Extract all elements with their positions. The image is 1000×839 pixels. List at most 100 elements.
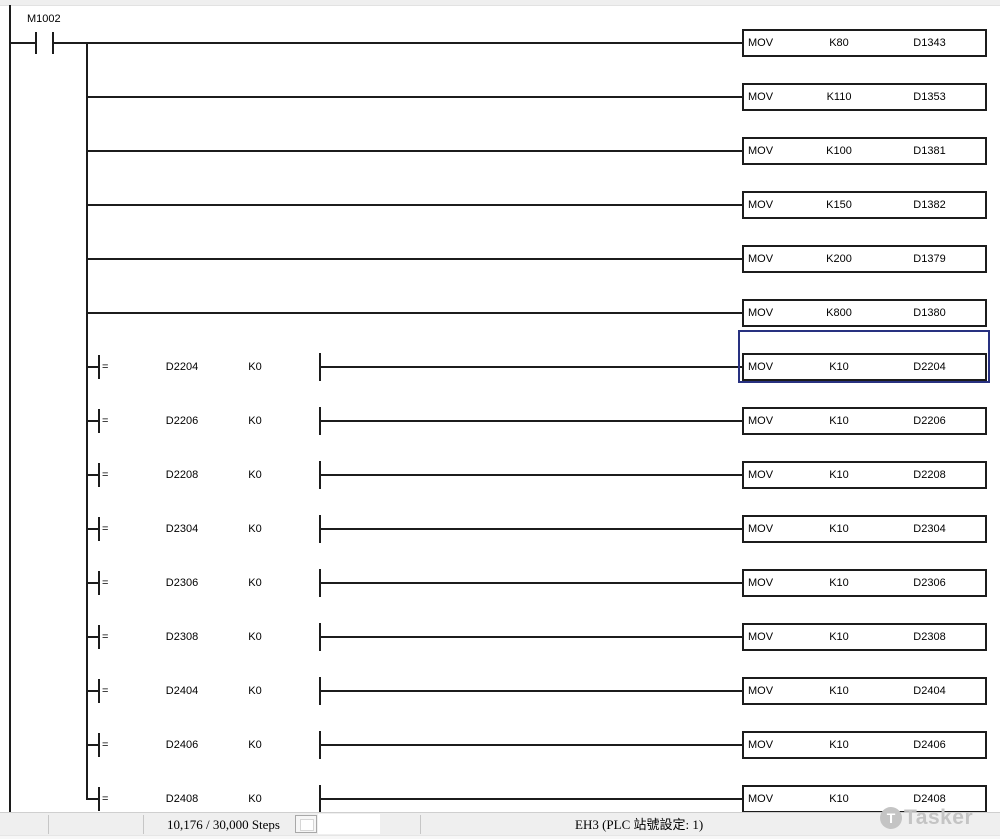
mov-destination-operand: D2408 <box>913 793 946 805</box>
mov-instruction-box[interactable]: MOV K110 D1353 <box>742 83 987 111</box>
mov-source-operand: K150 <box>826 199 852 211</box>
compare-operand1-label: D2206 <box>165 415 199 427</box>
mov-instruction-box[interactable]: MOV K10 D2204 <box>742 353 987 381</box>
compare-operand1-label: D2404 <box>165 685 199 697</box>
mov-instruction-box[interactable]: MOV K10 D2206 <box>742 407 987 435</box>
rung-wire <box>86 636 98 638</box>
tasker-logo-icon: T <box>880 807 902 829</box>
rung-wire <box>86 150 742 152</box>
compare-contact-right-bar[interactable] <box>319 785 321 813</box>
mov-source-operand: K100 <box>826 145 852 157</box>
mov-source-operand: K80 <box>829 37 849 49</box>
compare-contact-right-bar[interactable] <box>319 623 321 651</box>
compare-operator-label: = <box>102 685 109 697</box>
mov-destination-operand: D1382 <box>913 199 946 211</box>
mov-instruction-box[interactable]: MOV K10 D2308 <box>742 623 987 651</box>
mov-instruction-box[interactable]: MOV K800 D1380 <box>742 299 987 327</box>
mov-instruction-box[interactable]: MOV K80 D1343 <box>742 29 987 57</box>
compare-contact-left-bar[interactable] <box>98 571 100 595</box>
mov-source-operand: K10 <box>829 577 849 589</box>
mov-source-operand: K10 <box>829 793 849 805</box>
compare-contact-right-bar[interactable] <box>319 677 321 705</box>
mov-mnemonic: MOV <box>748 37 774 49</box>
mov-mnemonic: MOV <box>748 523 774 535</box>
mov-destination-operand: D2304 <box>913 523 946 535</box>
mov-mnemonic: MOV <box>748 361 774 373</box>
mov-instruction-box[interactable]: MOV K10 D2208 <box>742 461 987 489</box>
contact-open-right-bar[interactable] <box>52 32 54 54</box>
mov-source-operand: K10 <box>829 361 849 373</box>
contact-label: M1002 <box>27 13 61 25</box>
compare-operator-label: = <box>102 469 109 481</box>
tasker-watermark-label: Tasker <box>904 806 974 829</box>
mov-mnemonic: MOV <box>748 577 774 589</box>
mov-destination-operand: D2204 <box>913 361 946 373</box>
compare-operator-label: = <box>102 739 109 751</box>
compare-operand1-label: D2208 <box>165 469 199 481</box>
mov-source-operand: K10 <box>829 523 849 535</box>
rung-wire <box>86 474 98 476</box>
compare-contact-left-bar[interactable] <box>98 679 100 703</box>
rung-wire <box>86 258 742 260</box>
left-power-rail <box>9 5 11 812</box>
rung-wire <box>321 744 742 746</box>
mov-destination-operand: D1353 <box>913 91 946 103</box>
compare-contact-left-bar[interactable] <box>98 733 100 757</box>
rung-wire <box>86 744 98 746</box>
rung-wire <box>86 96 742 98</box>
compare-operand2-label: K0 <box>248 793 262 805</box>
compare-contact-right-bar[interactable] <box>319 353 321 381</box>
mov-instruction-box[interactable]: MOV K10 D2404 <box>742 677 987 705</box>
rung-wire <box>86 204 742 206</box>
mov-instruction-box[interactable]: MOV K150 D1382 <box>742 191 987 219</box>
mov-destination-operand: D2306 <box>913 577 946 589</box>
mov-destination-operand: D1379 <box>913 253 946 265</box>
compare-contact-left-bar[interactable] <box>98 625 100 649</box>
mov-mnemonic: MOV <box>748 793 774 805</box>
mov-destination-operand: D1343 <box>913 37 946 49</box>
compare-contact-left-bar[interactable] <box>98 787 100 811</box>
compare-contact-right-bar[interactable] <box>319 407 321 435</box>
rung-wire <box>86 690 98 692</box>
compare-operand1-label: D2406 <box>165 739 199 751</box>
steps-counter: 10,176 / 30,000 Steps <box>166 817 280 832</box>
mov-destination-operand: D2404 <box>913 685 946 697</box>
mov-instruction-box[interactable]: MOV K10 D2406 <box>742 731 987 759</box>
compare-operand1-label: D2408 <box>165 793 199 805</box>
mov-instruction-box[interactable]: MOV K10 D2306 <box>742 569 987 597</box>
mov-mnemonic: MOV <box>748 91 774 103</box>
status-divider <box>143 815 144 834</box>
compare-operand2-label: K0 <box>248 523 262 535</box>
mov-mnemonic: MOV <box>748 685 774 697</box>
contact-open-left-bar[interactable] <box>35 32 37 54</box>
compare-contact-left-bar[interactable] <box>98 463 100 487</box>
compare-operand1-label: D2304 <box>165 523 199 535</box>
compare-contact-left-bar[interactable] <box>98 517 100 541</box>
mov-source-operand: K110 <box>826 91 852 103</box>
top-window-strip <box>0 0 1000 6</box>
mov-destination-operand: D2208 <box>913 469 946 481</box>
rung-wire <box>321 690 742 692</box>
selection-cursor[interactable] <box>738 330 990 383</box>
compare-contact-right-bar[interactable] <box>319 731 321 759</box>
compare-contact-right-bar[interactable] <box>319 569 321 597</box>
compare-contact-right-bar[interactable] <box>319 515 321 543</box>
mov-source-operand: K10 <box>829 631 849 643</box>
compare-contact-right-bar[interactable] <box>319 461 321 489</box>
compare-operand1-label: D2308 <box>165 631 199 643</box>
rung-wire <box>321 420 742 422</box>
compare-contact-left-bar[interactable] <box>98 355 100 379</box>
mov-destination-operand: D1380 <box>913 307 946 319</box>
mov-instruction-box[interactable]: MOV K200 D1379 <box>742 245 987 273</box>
mov-instruction-box[interactable]: MOV K10 D2304 <box>742 515 987 543</box>
compare-contact-left-bar[interactable] <box>98 409 100 433</box>
rung-wire <box>86 528 98 530</box>
status-mini-button[interactable] <box>295 815 317 833</box>
mov-instruction-box[interactable]: MOV K100 D1381 <box>742 137 987 165</box>
status-divider <box>48 815 49 834</box>
compare-operand1-label: D2204 <box>165 361 199 373</box>
plc-model-label: EH3 (PLC 站號設定: 1) <box>575 817 704 832</box>
mov-destination-operand: D2406 <box>913 739 946 751</box>
rung-wire <box>54 42 742 44</box>
rung-wire <box>321 636 742 638</box>
